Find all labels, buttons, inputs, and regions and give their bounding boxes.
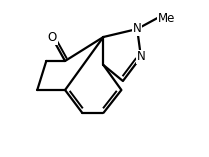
Text: N: N bbox=[133, 22, 141, 35]
Text: O: O bbox=[48, 32, 57, 44]
Text: N: N bbox=[136, 51, 145, 63]
Text: Me: Me bbox=[157, 11, 175, 24]
